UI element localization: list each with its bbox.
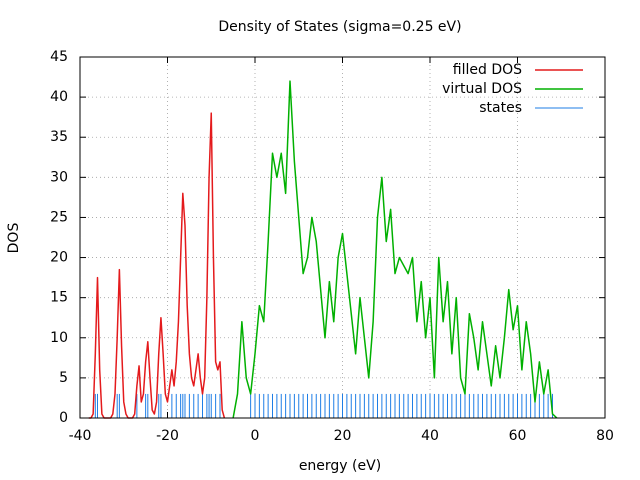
y-tick-label: 40: [50, 89, 68, 105]
y-tick-label: 30: [50, 169, 68, 185]
x-tick-label: -40: [69, 428, 92, 444]
series-line: [232, 80, 558, 419]
x-tick-label: 40: [421, 428, 439, 444]
chart-title: Density of States (sigma=0.25 eV): [218, 19, 461, 35]
y-tick-label: 25: [50, 209, 68, 225]
x-tick-label: 80: [596, 428, 614, 444]
legend-label: virtual DOS: [442, 81, 522, 97]
y-tick-label: 10: [50, 330, 68, 346]
series-line: [88, 112, 226, 419]
y-tick-label: 15: [50, 290, 68, 306]
x-tick-label: 0: [251, 428, 260, 444]
x-tick-label: 20: [334, 428, 352, 444]
y-tick-label: 20: [50, 250, 68, 266]
legend-label: filled DOS: [453, 62, 522, 78]
plot-border: [79, 56, 606, 419]
y-tick-label: 35: [50, 129, 68, 145]
x-axis-label: energy (eV): [299, 458, 381, 474]
y-tick-label: 0: [59, 410, 68, 426]
x-tick-label: -20: [156, 428, 179, 444]
x-tick-label: 60: [509, 428, 527, 444]
y-tick-label: 5: [59, 370, 68, 386]
y-axis-label: DOS: [6, 223, 22, 254]
y-tick-label: 45: [50, 49, 68, 65]
legend-label: states: [479, 100, 522, 116]
